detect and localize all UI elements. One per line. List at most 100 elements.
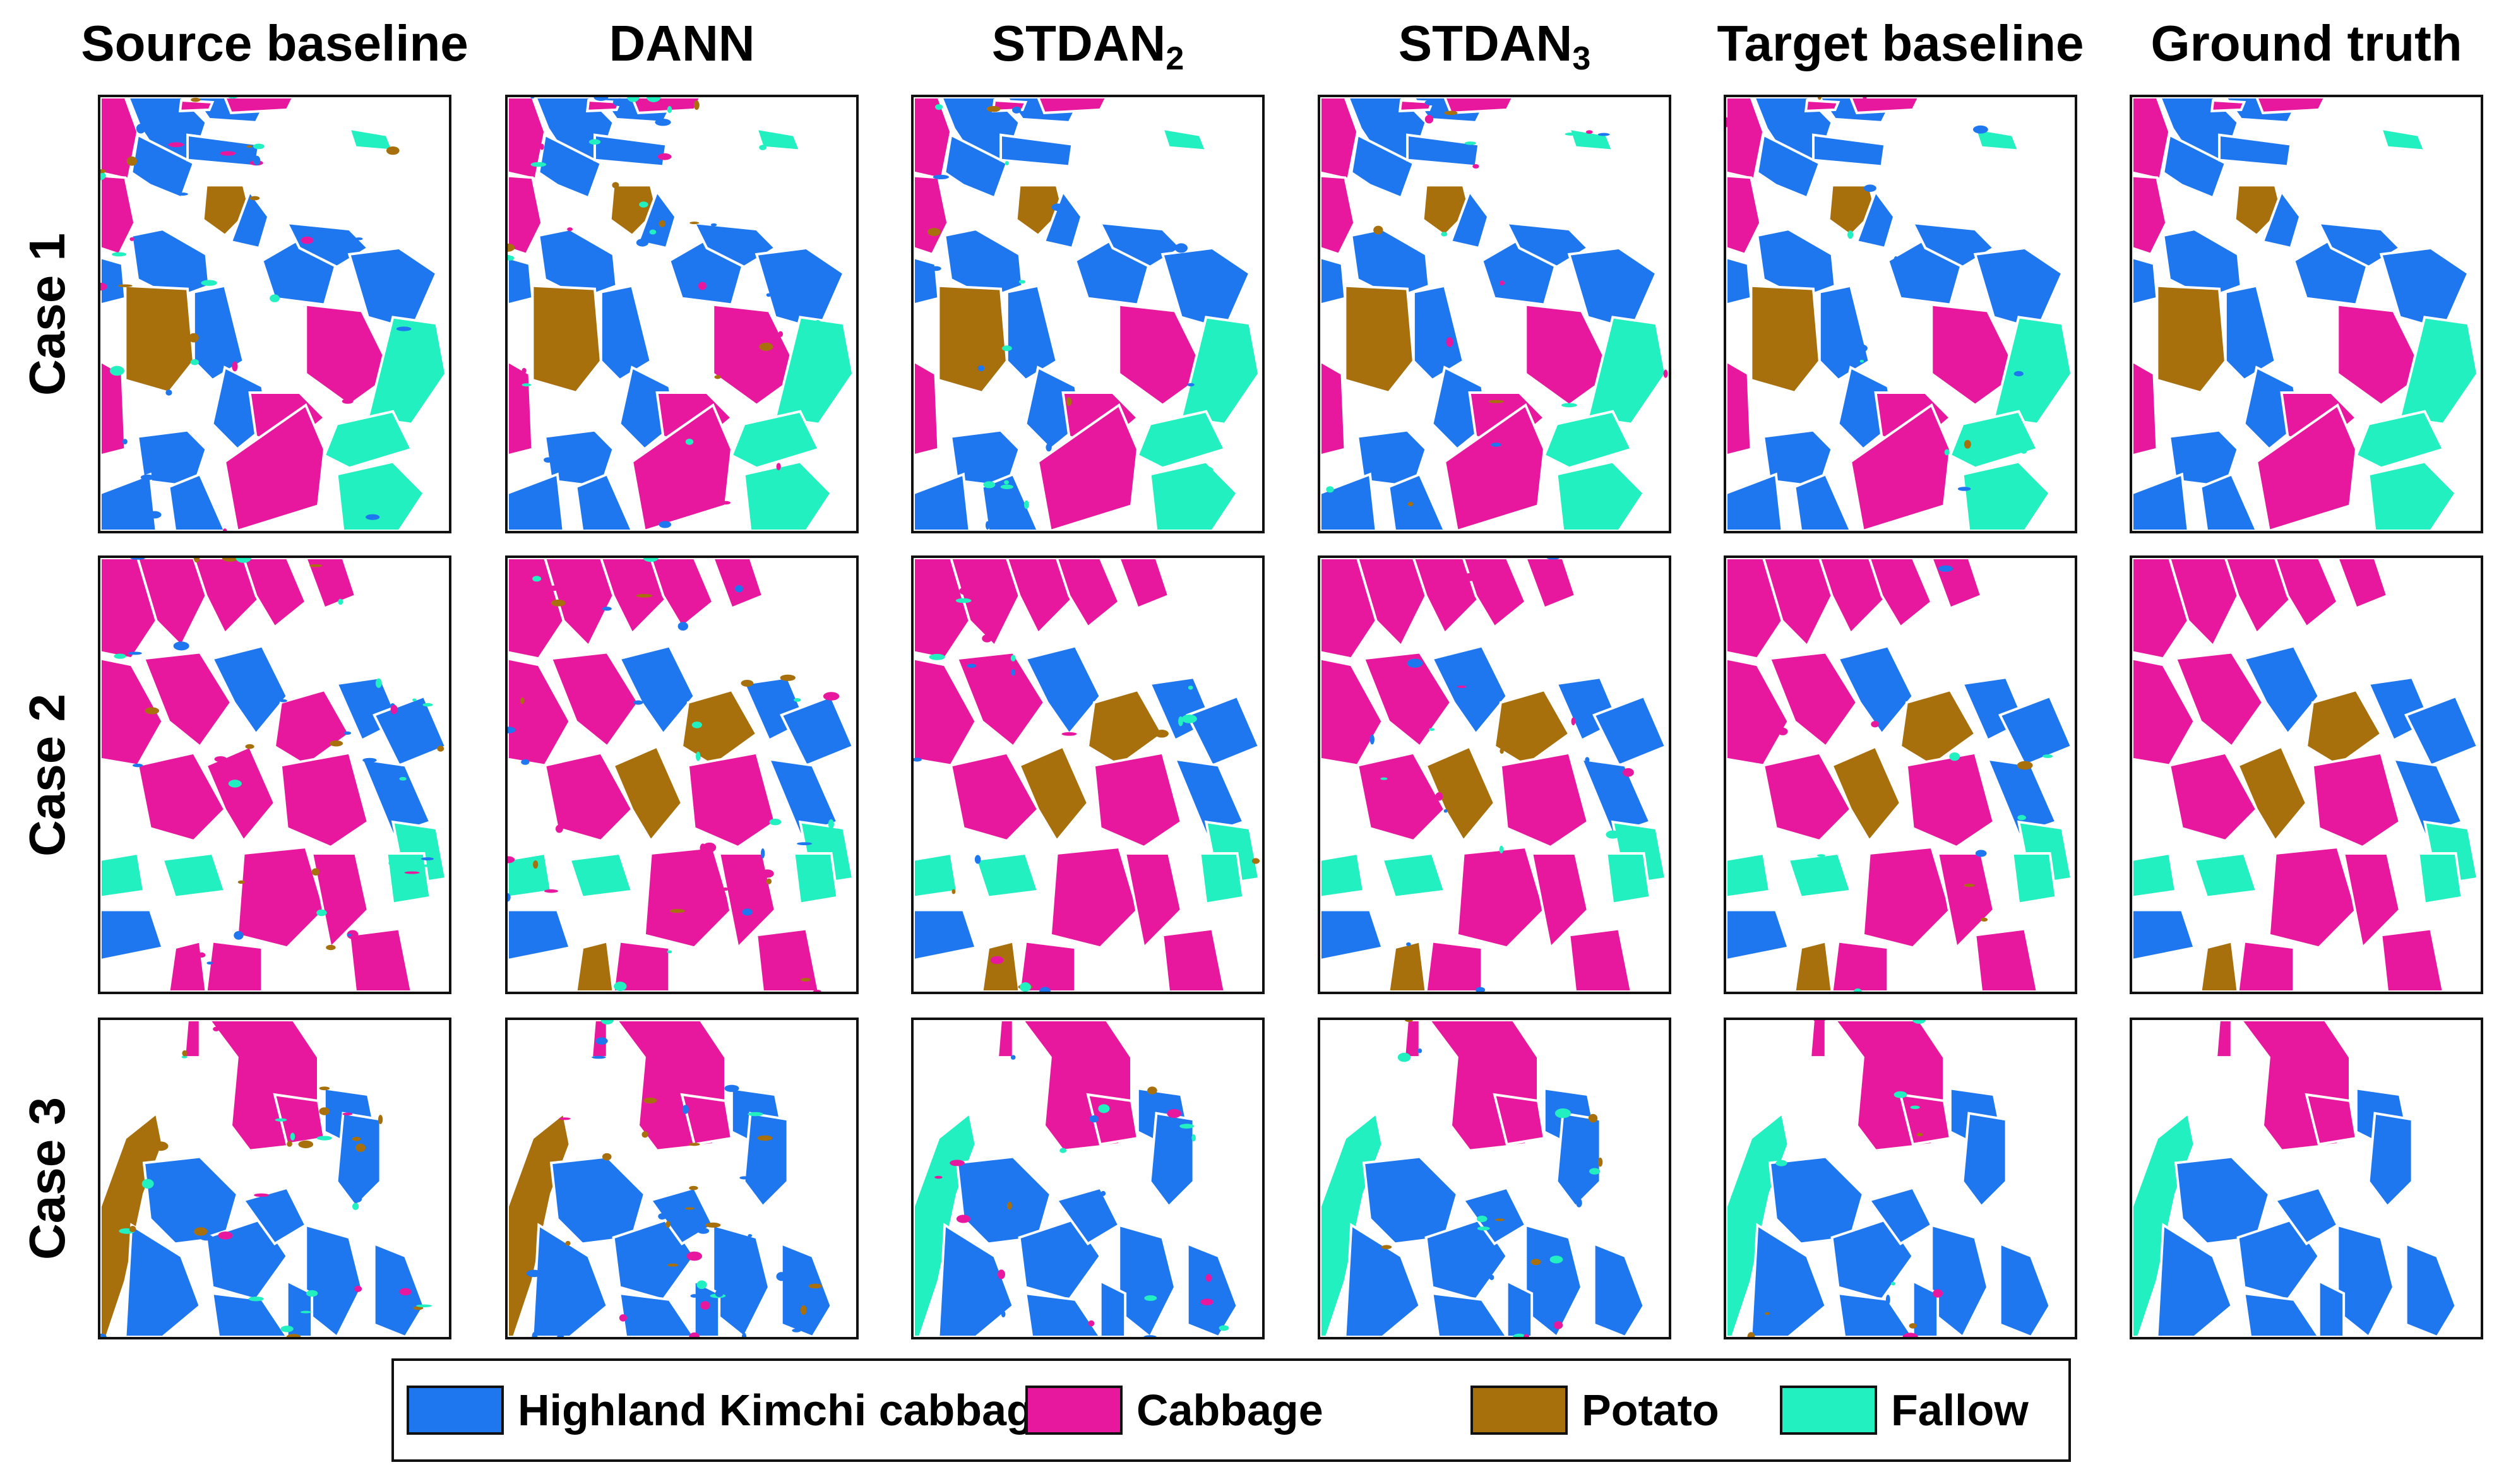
misclassified-speck <box>1549 1255 1563 1264</box>
parcel <box>2243 1291 2321 1337</box>
parcel <box>2311 751 2402 849</box>
misclassified-speck <box>253 398 259 406</box>
parcel <box>612 1217 696 1302</box>
misclassified-speck <box>1381 1245 1392 1249</box>
misclassified-speck <box>290 1132 295 1141</box>
misclassified-speck <box>532 576 542 582</box>
misclassified-speck <box>690 1294 698 1298</box>
misclassified-speck <box>1039 987 1051 992</box>
parcel <box>937 284 1008 395</box>
parcel <box>508 472 565 531</box>
parcel <box>2255 403 2358 531</box>
parcel <box>2398 316 2479 425</box>
misclassified-speck <box>600 1020 614 1024</box>
map-panel-case2-col2 <box>505 555 859 994</box>
misclassified-speck <box>986 105 1001 112</box>
misclassified-speck <box>639 201 648 208</box>
parcel <box>1793 472 1852 531</box>
misclassified-speck <box>1088 1320 1095 1327</box>
parcel <box>1320 558 1378 660</box>
misclassified-speck <box>1018 280 1026 284</box>
misclassified-speck <box>1089 1115 1099 1123</box>
parcel <box>160 852 227 899</box>
parcel <box>205 940 264 992</box>
misclassified-speck <box>214 756 227 763</box>
misclassified-speck <box>686 1251 703 1261</box>
crop-map <box>914 558 1261 992</box>
parcel <box>2132 174 2168 256</box>
parcel <box>937 1223 1015 1337</box>
misclassified-speck <box>567 227 573 232</box>
misclassified-speck <box>698 282 707 290</box>
parcel <box>359 757 432 836</box>
misclassified-speck <box>390 704 398 715</box>
misclassified-speck <box>1429 728 1435 731</box>
parcel <box>712 303 802 407</box>
misclassified-speck <box>1912 1020 1926 1024</box>
parcel <box>2391 757 2464 836</box>
misclassified-speck <box>338 598 343 605</box>
crop-map <box>914 1020 1239 1337</box>
parcel <box>2132 97 2171 181</box>
parcel <box>914 558 971 660</box>
parcel <box>1036 403 1139 531</box>
misclassified-speck <box>1446 337 1453 347</box>
misclassified-speck <box>1457 686 1467 689</box>
map-panel-case1-col4 <box>1318 95 1671 533</box>
misclassified-speck <box>1000 484 1014 489</box>
row-label-3: Case 3 <box>0 1018 95 1339</box>
parcel <box>1160 246 1251 331</box>
parcel <box>372 694 448 768</box>
crop-map <box>1320 97 1668 531</box>
misclassified-speck <box>1585 757 1590 763</box>
misclassified-speck <box>612 182 619 189</box>
misclassified-speck <box>332 246 342 251</box>
misclassified-speck <box>689 1185 698 1190</box>
parcel <box>2336 558 2389 610</box>
parcel <box>1362 651 1453 749</box>
misclassified-speck <box>595 1037 608 1045</box>
misclassified-speck <box>1179 1124 1195 1129</box>
misclassified-speck <box>508 727 516 733</box>
misclassified-speck <box>275 1118 287 1122</box>
misclassified-speck <box>1155 730 1169 738</box>
misclassified-speck <box>1623 768 1634 777</box>
misclassified-speck <box>1046 443 1052 452</box>
misclassified-speck <box>522 383 532 387</box>
misclassified-speck <box>234 931 244 940</box>
misclassified-speck <box>633 700 643 705</box>
misclassified-speck <box>177 193 188 196</box>
parcel <box>136 429 208 489</box>
misclassified-speck <box>828 819 835 829</box>
parcel <box>1837 1291 1915 1337</box>
misclassified-speck <box>555 824 563 833</box>
map-panel-case3-col5 <box>1724 1018 2077 1339</box>
parcel <box>1118 558 1171 610</box>
misclassified-speck <box>120 208 130 211</box>
column-header-0: Source baseline <box>73 9 477 78</box>
row-label-text: Case 2 <box>19 693 75 857</box>
misclassified-speck <box>1916 1132 1923 1137</box>
misclassified-speck <box>353 1196 362 1202</box>
parcel <box>335 1112 382 1209</box>
legend-item-3: Fallow <box>1780 1361 2029 1459</box>
misclassified-speck <box>559 1117 571 1120</box>
parcel <box>1320 908 1385 962</box>
parcel <box>2168 558 2240 648</box>
parcel <box>2267 845 2358 949</box>
misclassified-speck <box>741 1333 747 1337</box>
parcel <box>1530 852 1590 951</box>
parcel <box>1344 1223 1422 1337</box>
parcel <box>612 940 671 992</box>
misclassified-speck <box>933 174 949 180</box>
misclassified-speck <box>685 438 694 445</box>
parcel <box>531 284 602 395</box>
parcel <box>1762 558 1834 648</box>
misclassified-speck <box>100 169 106 174</box>
parcel <box>1762 751 1852 843</box>
parcel <box>1985 757 2058 836</box>
misclassified-speck <box>612 98 627 107</box>
misclassified-speck <box>759 342 773 351</box>
misclassified-speck <box>1200 466 1214 475</box>
parcel <box>949 751 1040 843</box>
